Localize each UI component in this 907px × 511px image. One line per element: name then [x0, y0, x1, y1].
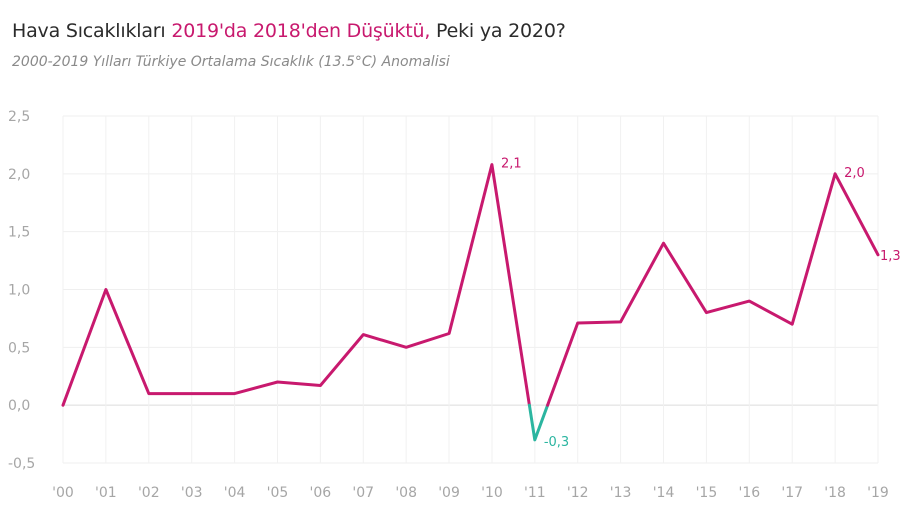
x-tick-label: '02	[138, 485, 160, 501]
anomaly-series	[61, 163, 880, 442]
x-tick-label: '11	[524, 485, 546, 501]
y-tick-label: -0,5	[8, 456, 35, 472]
y-tick-label: 2,5	[8, 109, 30, 125]
x-tick-label: '18	[824, 485, 846, 501]
x-tick-label: '15	[696, 485, 718, 501]
title-highlight: 2019'da 2018'den Düşüktü,	[171, 20, 431, 42]
title-part-1: Hava Sıcaklıkları	[12, 20, 172, 42]
series-line-positive	[546, 172, 880, 407]
data-label: -0,3	[544, 435, 569, 450]
x-tick-label: '01	[95, 485, 117, 501]
chart-title: Hava Sıcaklıkları 2019'da 2018'den Düşük…	[12, 20, 566, 42]
x-tick-label: '07	[352, 485, 374, 501]
x-tick-label: '17	[781, 485, 803, 501]
x-tick-label: '03	[181, 485, 203, 501]
y-tick-label: 1,0	[8, 283, 30, 299]
x-tick-label: '16	[738, 485, 760, 501]
x-tick-label: '00	[52, 485, 74, 501]
y-tick-label: 1,5	[8, 225, 30, 241]
grid-lines	[62, 115, 879, 464]
x-tick-label: '05	[267, 485, 289, 501]
data-labels: 2,1 -0,3 2,0 1,3	[501, 157, 901, 450]
x-tick-label: '04	[224, 485, 246, 501]
y-tick-label: 0,5	[8, 340, 30, 356]
x-tick-label: '14	[653, 485, 675, 501]
x-tick-label: '12	[567, 485, 589, 501]
y-axis-ticks: -0,5 0,0 0,5 1,0 1,5 2,0 2,5	[8, 109, 35, 472]
data-label: 2,1	[501, 157, 522, 172]
x-tick-label: '08	[395, 485, 417, 501]
x-tick-label: '19	[867, 485, 889, 501]
data-label: 1,3	[880, 249, 901, 264]
x-tick-label: '06	[310, 485, 332, 501]
data-label: 2,0	[844, 166, 865, 181]
series-line-negative	[527, 403, 550, 442]
x-tick-label: '13	[610, 485, 632, 501]
x-tick-label: '09	[438, 485, 460, 501]
x-axis-ticks: '00 '01 '02 '03 '04 '05 '06 '07 '08 '09 '10 '11 '12 '…	[52, 485, 889, 501]
chart-subtitle: 2000-2019 Yılları Türkiye Ortalama Sıcak…	[12, 54, 450, 70]
title-part-2: Peki ya 2020?	[430, 20, 566, 42]
y-tick-label: 0,0	[8, 398, 30, 414]
series-line-positive	[61, 163, 531, 407]
y-tick-label: 2,0	[8, 167, 30, 183]
x-tick-label: '10	[481, 485, 503, 501]
